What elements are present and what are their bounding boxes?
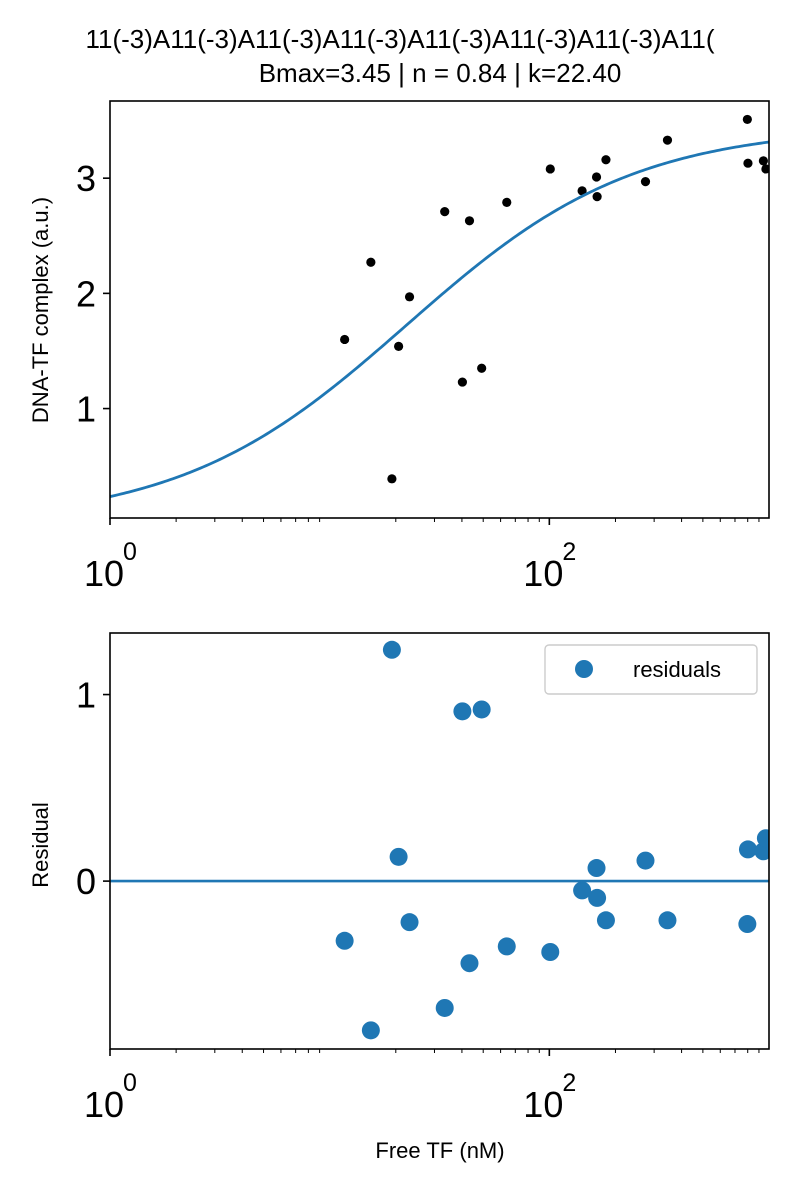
data-point-1 — [366, 257, 376, 267]
top-x-tick-label-1: 10 — [523, 553, 563, 594]
residual-point-20 — [756, 829, 769, 848]
top-x-tick-exponent-0: 0 — [123, 538, 137, 566]
residual-point-5 — [435, 998, 454, 1017]
residual-point-2 — [382, 640, 401, 659]
data-point-20 — [761, 164, 769, 174]
data-point-16 — [662, 135, 673, 145]
data-point-9 — [502, 197, 512, 207]
top-y-tick-label-1: 2 — [76, 273, 96, 314]
residual-point-18 — [738, 840, 757, 859]
top-y-axis-label: DNA-TF complex (a.u.) — [28, 197, 53, 423]
residual-point-11 — [573, 881, 592, 900]
bottom-y-tick-label-1: 1 — [76, 675, 96, 716]
bottom-x-tick-exponent-0: 0 — [123, 1069, 137, 1097]
data-point-14 — [601, 155, 611, 165]
bottom-x-tick-label-1: 10 — [523, 1084, 563, 1125]
data-point-6 — [457, 377, 467, 387]
data-point-11 — [577, 186, 587, 196]
residual-point-10 — [541, 943, 560, 961]
top-x-tick-exponent-1: 2 — [562, 538, 576, 566]
legend-box — [544, 644, 758, 695]
data-point-19 — [758, 156, 769, 166]
fit-curve-line — [110, 140, 769, 498]
data-point-4 — [404, 292, 415, 302]
figure-title-line1: 11(-3)A11(-3)A11(-3)A11(-3)A11(-3)A11(-3… — [85, 24, 714, 54]
data-point-10 — [545, 164, 555, 174]
residual-point-13 — [587, 859, 606, 878]
residual-point-8 — [472, 700, 491, 719]
bottom-y-tick-label-0: 0 — [76, 861, 96, 902]
residual-point-6 — [453, 702, 472, 721]
data-point-12 — [592, 192, 602, 202]
residual-point-3 — [389, 847, 408, 866]
residual-point-1 — [361, 1021, 380, 1040]
residual-point-0 — [335, 931, 354, 950]
figure-title-line2: Bmax=3.45 | n = 0.84 | k=22.40 — [259, 58, 622, 88]
bottom-x-tick-exponent-1: 2 — [562, 1069, 576, 1097]
top-axes-frame — [109, 100, 770, 519]
residual-point-12 — [588, 888, 607, 907]
top-plot-area — [110, 114, 769, 498]
data-point-8 — [477, 363, 487, 373]
legend-marker — [575, 660, 593, 678]
legend: residuals — [544, 644, 758, 695]
data-point-5 — [440, 206, 450, 217]
top-y-tick-label-0: 1 — [76, 389, 96, 430]
residual-point-9 — [497, 937, 516, 956]
data-point-13 — [591, 172, 602, 182]
data-point-17 — [742, 114, 752, 125]
residual-point-16 — [658, 911, 677, 930]
residual-point-14 — [596, 911, 615, 930]
bottom-axes-frame — [109, 632, 770, 1050]
top-y-tick-label-2: 3 — [76, 158, 96, 199]
data-point-2 — [387, 474, 397, 484]
data-point-18 — [743, 158, 753, 168]
bottom-plot-area — [110, 640, 769, 1040]
residual-point-17 — [738, 915, 757, 934]
bottom-y-axis-label: Residual — [28, 802, 53, 888]
data-point-15 — [640, 177, 651, 187]
bottom-x-axis-label: Free TF (nM) — [375, 1138, 504, 1163]
data-point-3 — [394, 341, 404, 351]
residual-point-15 — [636, 851, 655, 870]
residual-point-7 — [460, 954, 479, 973]
data-point-0 — [340, 334, 350, 345]
top-x-tick-label-0: 10 — [84, 553, 124, 594]
data-point-7 — [464, 216, 475, 226]
bottom-x-tick-label-0: 10 — [84, 1084, 124, 1125]
residual-point-4 — [400, 913, 419, 932]
legend-label: residuals — [633, 657, 721, 682]
